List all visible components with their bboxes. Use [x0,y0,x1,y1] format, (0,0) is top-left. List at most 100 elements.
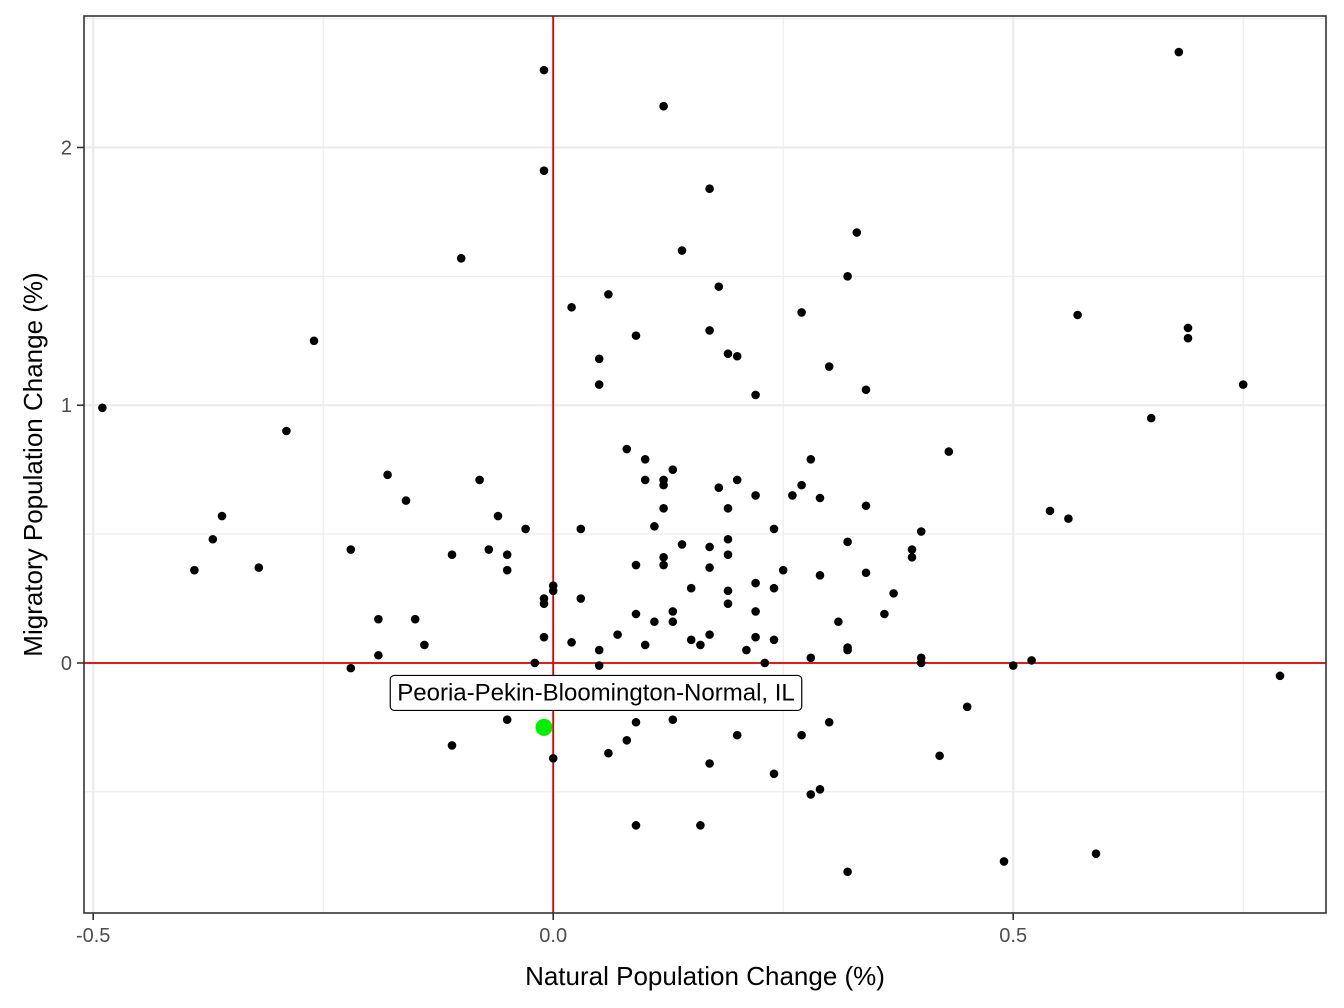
data-point [686,635,696,645]
data-point [567,638,576,647]
data-point [751,578,760,588]
data-point [659,552,668,562]
highlight-point [535,718,553,736]
data-point [604,290,613,299]
data-point [374,650,383,660]
data-point [944,447,954,456]
data-point [502,550,512,560]
highlight-label-box [389,674,803,712]
data-point [861,501,871,511]
data-point [760,658,770,668]
data-point [916,658,926,668]
data-point [1146,413,1156,423]
data-point [797,480,806,490]
data-point [1008,661,1018,670]
data-point [640,640,650,650]
data-point [677,540,687,549]
data-point [1238,380,1248,389]
data-point [815,784,825,794]
data-point [640,475,650,485]
data-point [769,635,779,645]
data-point [594,354,604,364]
data-point [548,586,558,596]
data-point [502,565,512,575]
data-point [788,491,797,500]
data-point [705,326,714,335]
data-point [834,617,843,627]
data-point [696,821,705,830]
data-point [696,640,705,650]
data-point [631,717,641,727]
data-point [999,857,1009,866]
data-point [797,308,806,317]
data-point [548,754,558,763]
data-point [1064,514,1073,523]
x-tick-label: 0.5 [999,925,1027,947]
y-tick-label: 0 [61,653,72,675]
data-point [843,645,852,655]
data-point [797,730,806,740]
data-point [880,609,889,619]
data-point [447,550,457,560]
data-point [705,184,714,193]
data-point [751,390,760,400]
data-point [861,385,871,395]
data-point [723,586,733,596]
data-point [907,552,917,562]
data-point [843,867,852,877]
data-point [493,511,503,521]
data-point [723,599,733,608]
data-point [714,483,724,492]
data-point [806,455,816,464]
y-tick-label: 1 [61,395,72,417]
data-point [751,491,760,500]
data-point [723,349,733,358]
data-points [98,47,1285,877]
data-point [1073,310,1082,320]
data-point [769,583,779,593]
data-point [346,663,356,673]
data-point [521,524,530,534]
data-point [668,715,678,724]
data-point [824,362,834,371]
data-point [346,545,356,554]
data-point [539,65,549,75]
data-point [530,658,540,668]
data-point [594,380,604,389]
data-point [769,524,779,534]
data-point [686,583,696,593]
data-point [677,246,687,255]
data-point [806,790,816,799]
data-point [456,253,466,263]
axis-ticks: -0.5 0.0 0.5 0 1 2 [61,137,1027,947]
data-point [631,560,641,570]
data-point [1183,333,1193,343]
data-point [576,524,586,534]
x-tick-label: -0.5 [76,925,110,947]
data-point [576,594,586,603]
data-point [668,465,678,474]
data-point [889,589,898,598]
data-point [751,607,760,616]
x-axis-title: Natural Population Change (%) [525,961,885,991]
data-point [475,475,484,485]
data-point [539,632,549,642]
data-point [815,571,825,580]
data-point [705,563,714,572]
data-point [420,640,429,650]
data-point [622,736,632,745]
x-tick-label: 0.0 [539,925,567,947]
data-point [705,630,714,639]
data-point [217,511,227,521]
data-point [778,565,788,575]
data-point [705,542,714,552]
data-point [374,614,383,624]
data-point [98,403,107,413]
data-point [208,534,218,544]
data-point [502,715,512,724]
data-point [631,331,641,340]
highlight-layer: Peoria-Pekin-Bloomington-Normal, IL [389,674,803,736]
data-point [659,101,668,111]
